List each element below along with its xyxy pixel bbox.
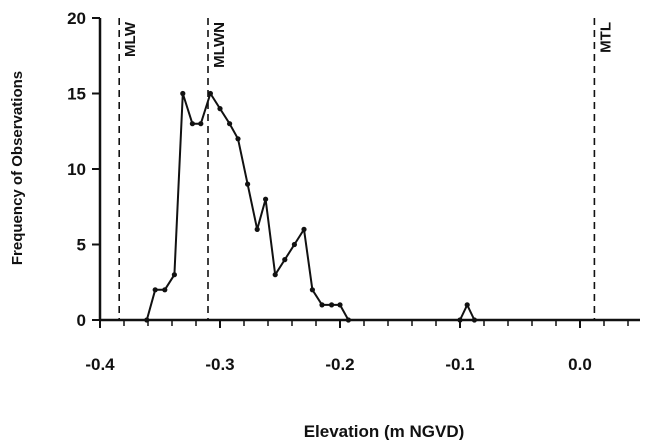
data-point	[180, 90, 186, 97]
axes	[98, 18, 640, 322]
data-point	[291, 241, 297, 248]
reference-line-label: MLWN	[211, 22, 228, 68]
data-point	[162, 287, 168, 293]
y-tick-label: 0	[77, 311, 86, 330]
data-point	[272, 272, 278, 278]
x-tick-label: -0.2	[325, 355, 354, 374]
data-point	[309, 287, 315, 293]
data-point	[464, 302, 470, 308]
x-axis-label: Elevation (m NGVD)	[304, 422, 465, 440]
data-point	[345, 317, 351, 323]
x-tick-label: 0.0	[568, 355, 592, 374]
data-point	[457, 317, 463, 323]
data-point	[207, 90, 213, 97]
series	[144, 90, 477, 323]
y-tick-label: 20	[67, 9, 86, 28]
data-point	[235, 136, 241, 142]
data-point	[282, 257, 288, 263]
data-point	[227, 121, 233, 127]
x-tick-label: -0.1	[445, 355, 474, 374]
data-point	[245, 181, 251, 187]
data-point	[254, 226, 260, 232]
data-point	[319, 302, 325, 308]
reference-lines: MLW MLWN MTL	[118, 18, 614, 320]
data-point	[263, 196, 269, 202]
data-point	[329, 302, 335, 308]
data-point	[301, 226, 307, 232]
y-tick-label: 10	[67, 160, 86, 179]
x-tick-label: -0.3	[205, 355, 234, 374]
data-point	[152, 287, 158, 293]
data-point	[471, 317, 477, 323]
ticks: 0 5 10 15 20 -0.4 -0.3 -0.2 -0.1 0.0	[67, 9, 629, 374]
reference-line-label: MLW	[122, 21, 139, 57]
data-point	[171, 272, 177, 278]
data-point	[189, 121, 195, 127]
data-point	[337, 302, 343, 308]
data-point	[217, 106, 223, 112]
data-point	[144, 317, 150, 323]
x-tick-label: -0.4	[85, 355, 115, 374]
y-axis-label: Frequency of Observations	[9, 71, 26, 265]
y-tick-label: 15	[67, 85, 86, 104]
data-point	[198, 121, 204, 127]
series-line	[145, 92, 350, 321]
reference-line-label: MTL	[597, 22, 614, 53]
y-tick-label: 5	[77, 236, 86, 255]
